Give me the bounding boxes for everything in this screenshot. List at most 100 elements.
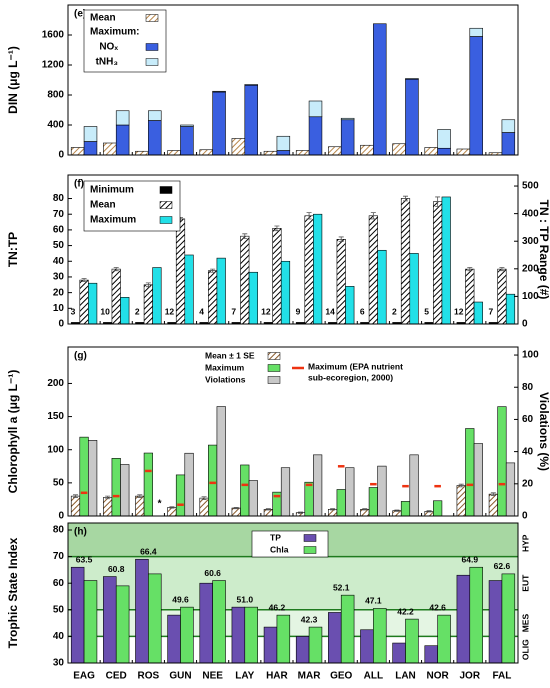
bar <box>392 143 406 156</box>
bar <box>148 110 162 121</box>
legend-label: Maximum <box>205 362 245 372</box>
y-tick-label: 50 <box>53 478 65 489</box>
range-label: 12 <box>261 306 271 316</box>
bar <box>377 249 387 325</box>
bar <box>70 147 85 156</box>
error-bar <box>242 233 248 239</box>
bar <box>360 144 374 156</box>
bar <box>469 566 483 664</box>
range-label: 12 <box>454 306 464 316</box>
y2-tick-label: 80 <box>522 382 534 393</box>
y-tick-label: 150 <box>47 411 64 422</box>
bar <box>441 196 451 325</box>
bar <box>328 612 342 664</box>
bar <box>505 462 516 517</box>
y-tick-label: 1600 <box>42 30 65 41</box>
y-tick-label: 50 <box>53 240 65 251</box>
tsi-label: 51.0 <box>237 594 254 604</box>
panel-label: (e) <box>74 9 86 20</box>
bar <box>328 146 342 156</box>
error-bar <box>81 278 87 283</box>
bar <box>79 279 89 325</box>
bar <box>405 78 419 80</box>
bar <box>340 119 355 156</box>
y2-tick-label: 20 <box>522 478 534 489</box>
band-label: MES <box>520 614 530 633</box>
error-bar <box>490 492 496 496</box>
legend-label: Mean <box>90 200 116 211</box>
bar <box>456 148 471 156</box>
error-bar <box>73 494 78 498</box>
y-tick-label: 40 <box>53 256 65 267</box>
bar <box>280 260 291 325</box>
legend-swatch <box>267 352 281 360</box>
note: * <box>158 499 162 510</box>
legend-swatch <box>303 546 317 554</box>
error-bar <box>306 212 312 220</box>
y-tick-label: 0 <box>58 319 64 330</box>
legend-swatch <box>303 534 317 542</box>
y-axis-label: DIN (μg L⁻¹) <box>6 46 20 114</box>
bar <box>456 485 466 517</box>
legend-label: Chla <box>270 544 289 554</box>
error-bar <box>233 506 239 510</box>
panel: 0 400 800 1200 1600 (e) DIN (μg L⁻¹) Mean Maximu… <box>6 4 519 161</box>
error-bar <box>105 495 111 500</box>
bar <box>433 500 443 517</box>
plot-frame <box>67 346 519 517</box>
bar <box>135 558 149 664</box>
legend-label: Minimum <box>90 185 134 196</box>
bar <box>308 116 323 156</box>
range-label: 6 <box>360 306 365 316</box>
bar <box>240 235 250 325</box>
bar <box>184 452 194 517</box>
bar <box>244 606 258 664</box>
bar <box>405 78 419 156</box>
bar <box>400 501 411 517</box>
bar <box>437 614 451 664</box>
bar <box>180 606 194 664</box>
panel-label: (g) <box>74 351 87 362</box>
x-tick-label: NOR <box>427 671 450 682</box>
bar <box>208 444 218 517</box>
bar <box>295 150 310 156</box>
panel: * 0 50 100 150 200 0 20 40 60 80 100 (g) Chlorophyll … <box>6 346 550 522</box>
bar <box>276 614 291 664</box>
y-tick-label: 80 <box>53 525 65 536</box>
bar <box>488 493 498 517</box>
error-bar <box>145 282 151 288</box>
y-axis-label: Trophic State Index <box>6 537 20 648</box>
bar <box>83 126 98 142</box>
tsi-label: 66.4 <box>140 547 157 557</box>
bar <box>180 126 194 156</box>
legend-label: Maximum <box>90 215 136 226</box>
bar <box>336 489 346 517</box>
error-bar <box>458 483 464 488</box>
range-label: 5 <box>424 306 429 316</box>
bar <box>276 135 291 151</box>
y2-tick-label: 40 <box>522 446 534 457</box>
bar <box>231 606 246 664</box>
bar <box>88 440 98 517</box>
bar <box>497 406 507 517</box>
bar <box>103 142 117 156</box>
bar <box>135 495 145 517</box>
bar <box>148 573 162 664</box>
legend-swatch <box>267 376 281 384</box>
bar <box>175 218 186 325</box>
x-tick-label: GEO <box>330 671 352 682</box>
bar <box>424 147 438 156</box>
bar <box>79 436 89 517</box>
bar <box>103 576 117 664</box>
bar <box>135 150 149 156</box>
bar <box>409 253 419 325</box>
panel: 3 10 2 12 4 7 12 9 14 6 2 5 12 7010203040506070800100… <box>6 174 550 330</box>
bar <box>308 100 323 118</box>
bar <box>304 215 314 325</box>
bar <box>272 228 282 325</box>
y2-tick-label: 0 <box>522 511 528 522</box>
bar <box>248 480 258 517</box>
y2-tick-label: 0 <box>522 319 528 330</box>
bar <box>345 467 355 517</box>
